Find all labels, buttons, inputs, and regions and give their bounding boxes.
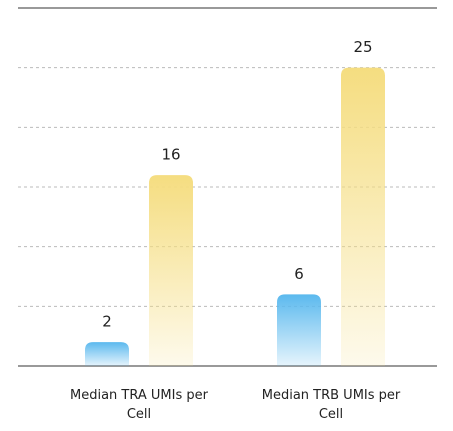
bar xyxy=(85,342,129,366)
bar xyxy=(277,294,321,366)
x-tick-label: Median TRB UMIs per Cell xyxy=(261,388,401,422)
x-tick-label: Median TRA UMIs per Cell xyxy=(70,388,208,422)
value-label: 25 xyxy=(353,38,372,56)
value-label: 16 xyxy=(161,146,180,164)
value-label: 2 xyxy=(102,313,112,331)
bar xyxy=(149,175,193,366)
value-label: 6 xyxy=(294,265,304,283)
bar xyxy=(341,67,385,367)
